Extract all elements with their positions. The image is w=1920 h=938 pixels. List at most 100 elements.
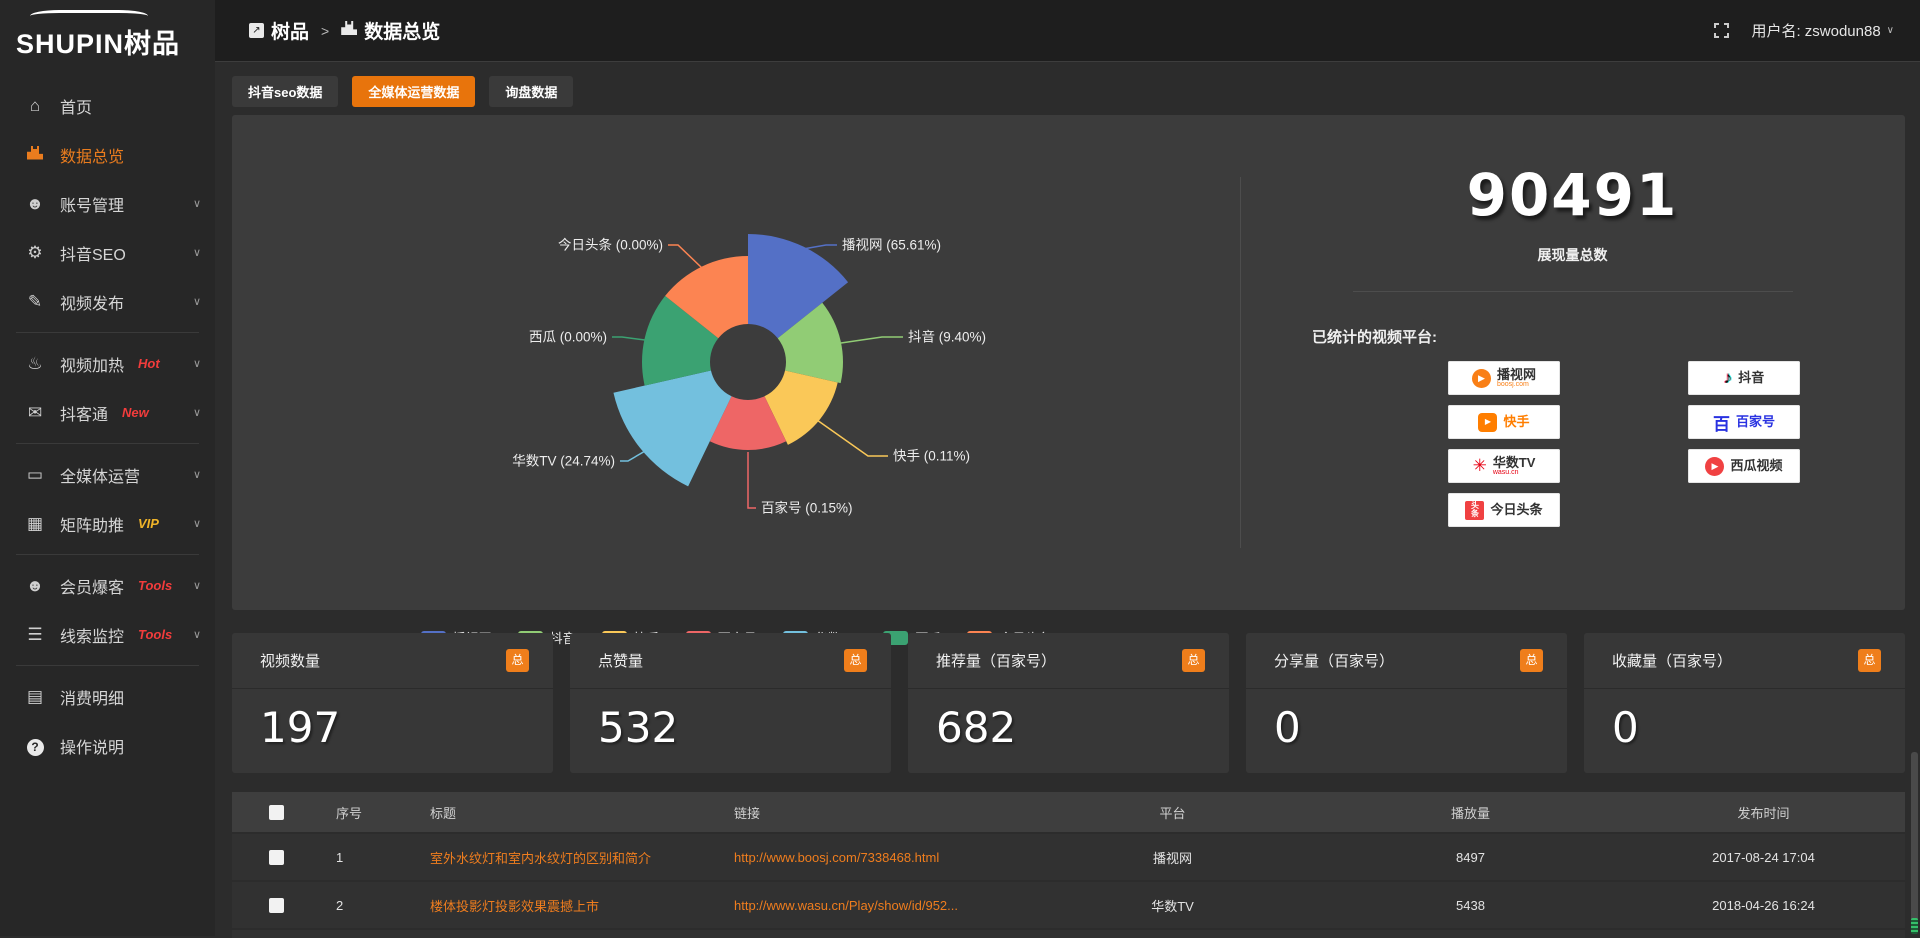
- cell-platform: 播视网: [1026, 834, 1319, 880]
- message-icon: ✉: [24, 403, 46, 423]
- user-menu[interactable]: 用户名: zswodun88 ∨: [1751, 20, 1894, 41]
- platform-badge-toutiao: 头条今日头条: [1448, 493, 1560, 527]
- breadcrumb-home-label: 树品: [271, 17, 309, 44]
- stat-card-value: 532: [570, 689, 891, 752]
- fullscreen-icon[interactable]: [1714, 23, 1729, 38]
- total-impressions-caption: 展现量总数: [1240, 245, 1905, 265]
- pie-label-line: [668, 245, 702, 268]
- sidebar-item-home[interactable]: ⌂首页: [0, 81, 215, 130]
- sidebar-item-user[interactable]: ☻账号管理∨: [0, 179, 215, 228]
- video-title-link[interactable]: 楼体投影灯投影效果震撼上市: [430, 896, 599, 915]
- scrollbar-thumb[interactable]: [1911, 752, 1918, 930]
- sidebar-item-label: 首页: [60, 94, 92, 118]
- sidebar-item-question[interactable]: ?操作说明: [0, 721, 215, 770]
- cell-plays: 8497: [1319, 834, 1622, 880]
- sidebar-item-publish[interactable]: ✎视频发布∨: [0, 277, 215, 326]
- sidebar-item-bar-chart[interactable]: 数据总览: [0, 130, 215, 179]
- sidebar-item-wallet[interactable]: ▤消费明细: [0, 672, 215, 721]
- video-title-link[interactable]: 室外水纹灯和室内水纹灯的区别和简介: [430, 848, 651, 867]
- sidebar-item-gear[interactable]: ⚙抖音SEO∨: [0, 228, 215, 277]
- app-logo: SHUPIN树品: [0, 0, 215, 67]
- table-row-clipped: [232, 930, 1905, 938]
- sidebar-divider: [16, 332, 199, 333]
- gear-icon: ⚙: [24, 243, 46, 263]
- sidebar-divider: [16, 443, 199, 444]
- pie-chart-area: 播视网 (65.61%) 抖音 (9.40%) 快手 (0.11%) 百家号 (0.1…: [232, 115, 1240, 610]
- sidebar-item-monitor[interactable]: ▭全媒体运营∨: [0, 450, 215, 499]
- sidebar-item-label: 抖客通: [60, 401, 108, 425]
- sidebar-item-label: 全媒体运营: [60, 463, 140, 487]
- overview-panel: 播视网 (65.61%) 抖音 (9.40%) 快手 (0.11%) 百家号 (0.1…: [232, 115, 1905, 610]
- chevron-down-icon: ∨: [193, 517, 201, 530]
- tab-1[interactable]: 抖音seo数据: [232, 76, 338, 107]
- video-url-link[interactable]: http://www.wasu.cn/Play/show/id/952...: [734, 898, 958, 913]
- sidebar-item-label: 会员爆客: [60, 574, 124, 598]
- breadcrumb-home[interactable]: 树品: [249, 17, 309, 44]
- stat-card-label: 分享量（百家号）: [1274, 650, 1394, 671]
- logo-arc-icon: [30, 10, 148, 22]
- chevron-down-icon: ∨: [193, 579, 201, 592]
- pie-label-播视网: 播视网 (65.61%): [842, 238, 941, 253]
- column-header: 平台: [1026, 792, 1319, 832]
- stat-card-value: 0: [1584, 689, 1905, 752]
- heat-icon: ♨: [24, 354, 46, 374]
- pie-label-快手: 快手 (0.11%): [893, 449, 970, 464]
- stat-card-value: 197: [232, 689, 553, 752]
- row-checkbox[interactable]: [269, 898, 284, 913]
- topbar-right: 用户名: zswodun88 ∨: [1714, 20, 1894, 41]
- pie-label-line: [803, 245, 837, 249]
- chevron-down-icon: ∨: [193, 628, 201, 641]
- scrollbar-marker: [1911, 918, 1918, 934]
- publish-icon: ✎: [24, 292, 46, 312]
- tab-2[interactable]: 全媒体运营数据: [352, 76, 475, 107]
- select-all-checkbox[interactable]: [269, 805, 284, 820]
- topbar: 树品 > 数据总览 用户名: zswodun88 ∨: [215, 0, 1920, 62]
- sidebar-item-label: 账号管理: [60, 192, 124, 216]
- cell-platform: 华数TV: [1026, 882, 1319, 928]
- column-header: 发布时间: [1622, 792, 1905, 832]
- pie-slice-华数TV[interactable]: [613, 370, 731, 486]
- stat-card-value: 0: [1246, 689, 1567, 752]
- chevron-down-icon: ∨: [193, 468, 201, 481]
- platform-name: 今日头条: [1490, 503, 1542, 517]
- cell-time: 2017-08-24 17:04: [1622, 834, 1905, 880]
- pie-label-百家号: 百家号 (0.15%): [761, 500, 853, 516]
- select-all-cell: [232, 792, 320, 832]
- shupin-icon: [249, 23, 264, 38]
- chevron-down-icon: ∨: [193, 246, 201, 259]
- stat-card-label: 收藏量（百家号）: [1612, 650, 1732, 671]
- row-checkbox[interactable]: [269, 850, 284, 865]
- platform-name: 华数TV: [1493, 456, 1536, 470]
- video-url-link[interactable]: http://www.boosj.com/7338468.html: [734, 850, 939, 865]
- pie-label-line: [841, 337, 903, 343]
- total-badge: 总: [1520, 649, 1543, 672]
- cell-plays: 5438: [1319, 882, 1622, 928]
- tab-3[interactable]: 询盘数据: [489, 76, 573, 107]
- breadcrumb-current[interactable]: 数据总览: [341, 17, 440, 44]
- cell-time: 2018-04-26 16:24: [1622, 882, 1905, 928]
- platform-subtext: wasu.cn: [1493, 469, 1536, 476]
- summary-divider: [1353, 291, 1793, 292]
- filter-icon: ☰: [24, 625, 46, 645]
- total-impressions-value: 90491: [1240, 161, 1905, 229]
- pie-label-抖音: 抖音 (9.40%): [908, 329, 986, 345]
- sidebar-divider: [16, 554, 199, 555]
- grid-icon: ▦: [24, 514, 46, 534]
- column-header: 标题: [419, 792, 723, 832]
- bar-chart-icon: [24, 145, 46, 165]
- data-tabs: 抖音seo数据全媒体运营数据询盘数据: [232, 76, 573, 107]
- breadcrumb-current-label: 数据总览: [364, 17, 440, 44]
- sidebar-item-label: 操作说明: [60, 734, 124, 758]
- stat-card-value: 682: [908, 689, 1229, 752]
- username-label: 用户名: zswodun88: [1751, 20, 1880, 41]
